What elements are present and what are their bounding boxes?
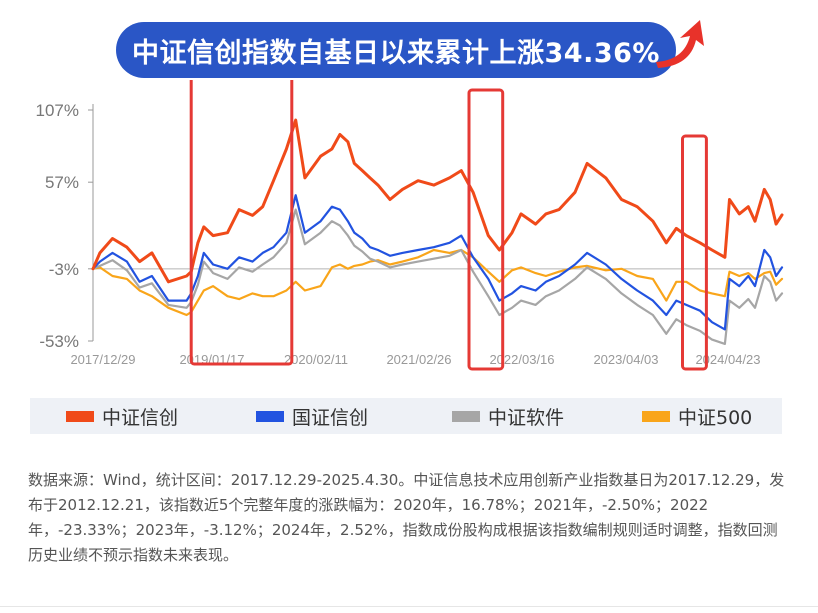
legend-item-2: 中证软件 — [452, 398, 564, 434]
series-line-3 — [91, 248, 784, 317]
trend-up-arrow-icon — [656, 20, 704, 68]
x-tick-label-3: 2021/02/26 — [386, 352, 451, 367]
source-note: 数据来源：Wind，统计区间：2017.12.29-2025.4.30。中证信息… — [28, 471, 785, 564]
highlight-box-0 — [189, 80, 294, 366]
x-tick-label-2: 2020/02/11 — [284, 352, 348, 367]
legend-item-3: 中证500 — [642, 398, 752, 434]
y-tick-label-2: -3% — [49, 260, 79, 279]
bottom-divider — [0, 606, 818, 607]
line-chart: 107%57%-3%-53%2017/12/29 2019/01/17 2020/0… — [36, 80, 784, 371]
headline-text: 中证信创指数自基日以来累计上涨34.36% — [132, 37, 660, 69]
y-tick-label-1: 57% — [45, 173, 79, 192]
legend-label-1: 国证信创 — [292, 406, 369, 429]
legend-item-1: 国证信创 — [256, 398, 368, 434]
legend-label-0: 中证信创 — [102, 406, 179, 429]
headline-banner: 中证信创指数自基日以来累计上涨34.36% — [116, 22, 676, 78]
x-tick-label-5: 2023/04/03 — [593, 352, 658, 367]
highlight-box-1 — [467, 88, 505, 371]
series-line-1 — [91, 194, 784, 331]
series-line-2 — [91, 208, 784, 345]
legend-swatch-1 — [256, 410, 284, 422]
legend-item-0: 中证信创 — [66, 398, 178, 434]
legend-swatch-3 — [642, 410, 670, 422]
legend-swatch-2 — [452, 410, 480, 422]
legend-label-2: 中证软件 — [488, 406, 565, 429]
y-tick-label-3: -53% — [39, 332, 79, 351]
highlight-box-2 — [681, 134, 708, 371]
x-tick-label-0: 2017/12/29 — [70, 352, 135, 367]
legend: 中证信创 国证信创 中证软件 中证500 — [30, 398, 782, 434]
legend-label-3: 中证500 — [678, 406, 753, 429]
legend-swatch-0 — [66, 410, 94, 422]
y-tick-label-0: 107% — [36, 101, 79, 120]
series-line-0 — [91, 118, 784, 284]
x-tick-label-4: 2022/03/16 — [489, 352, 554, 367]
x-tick-label-6: 2024/04/23 — [695, 352, 760, 367]
